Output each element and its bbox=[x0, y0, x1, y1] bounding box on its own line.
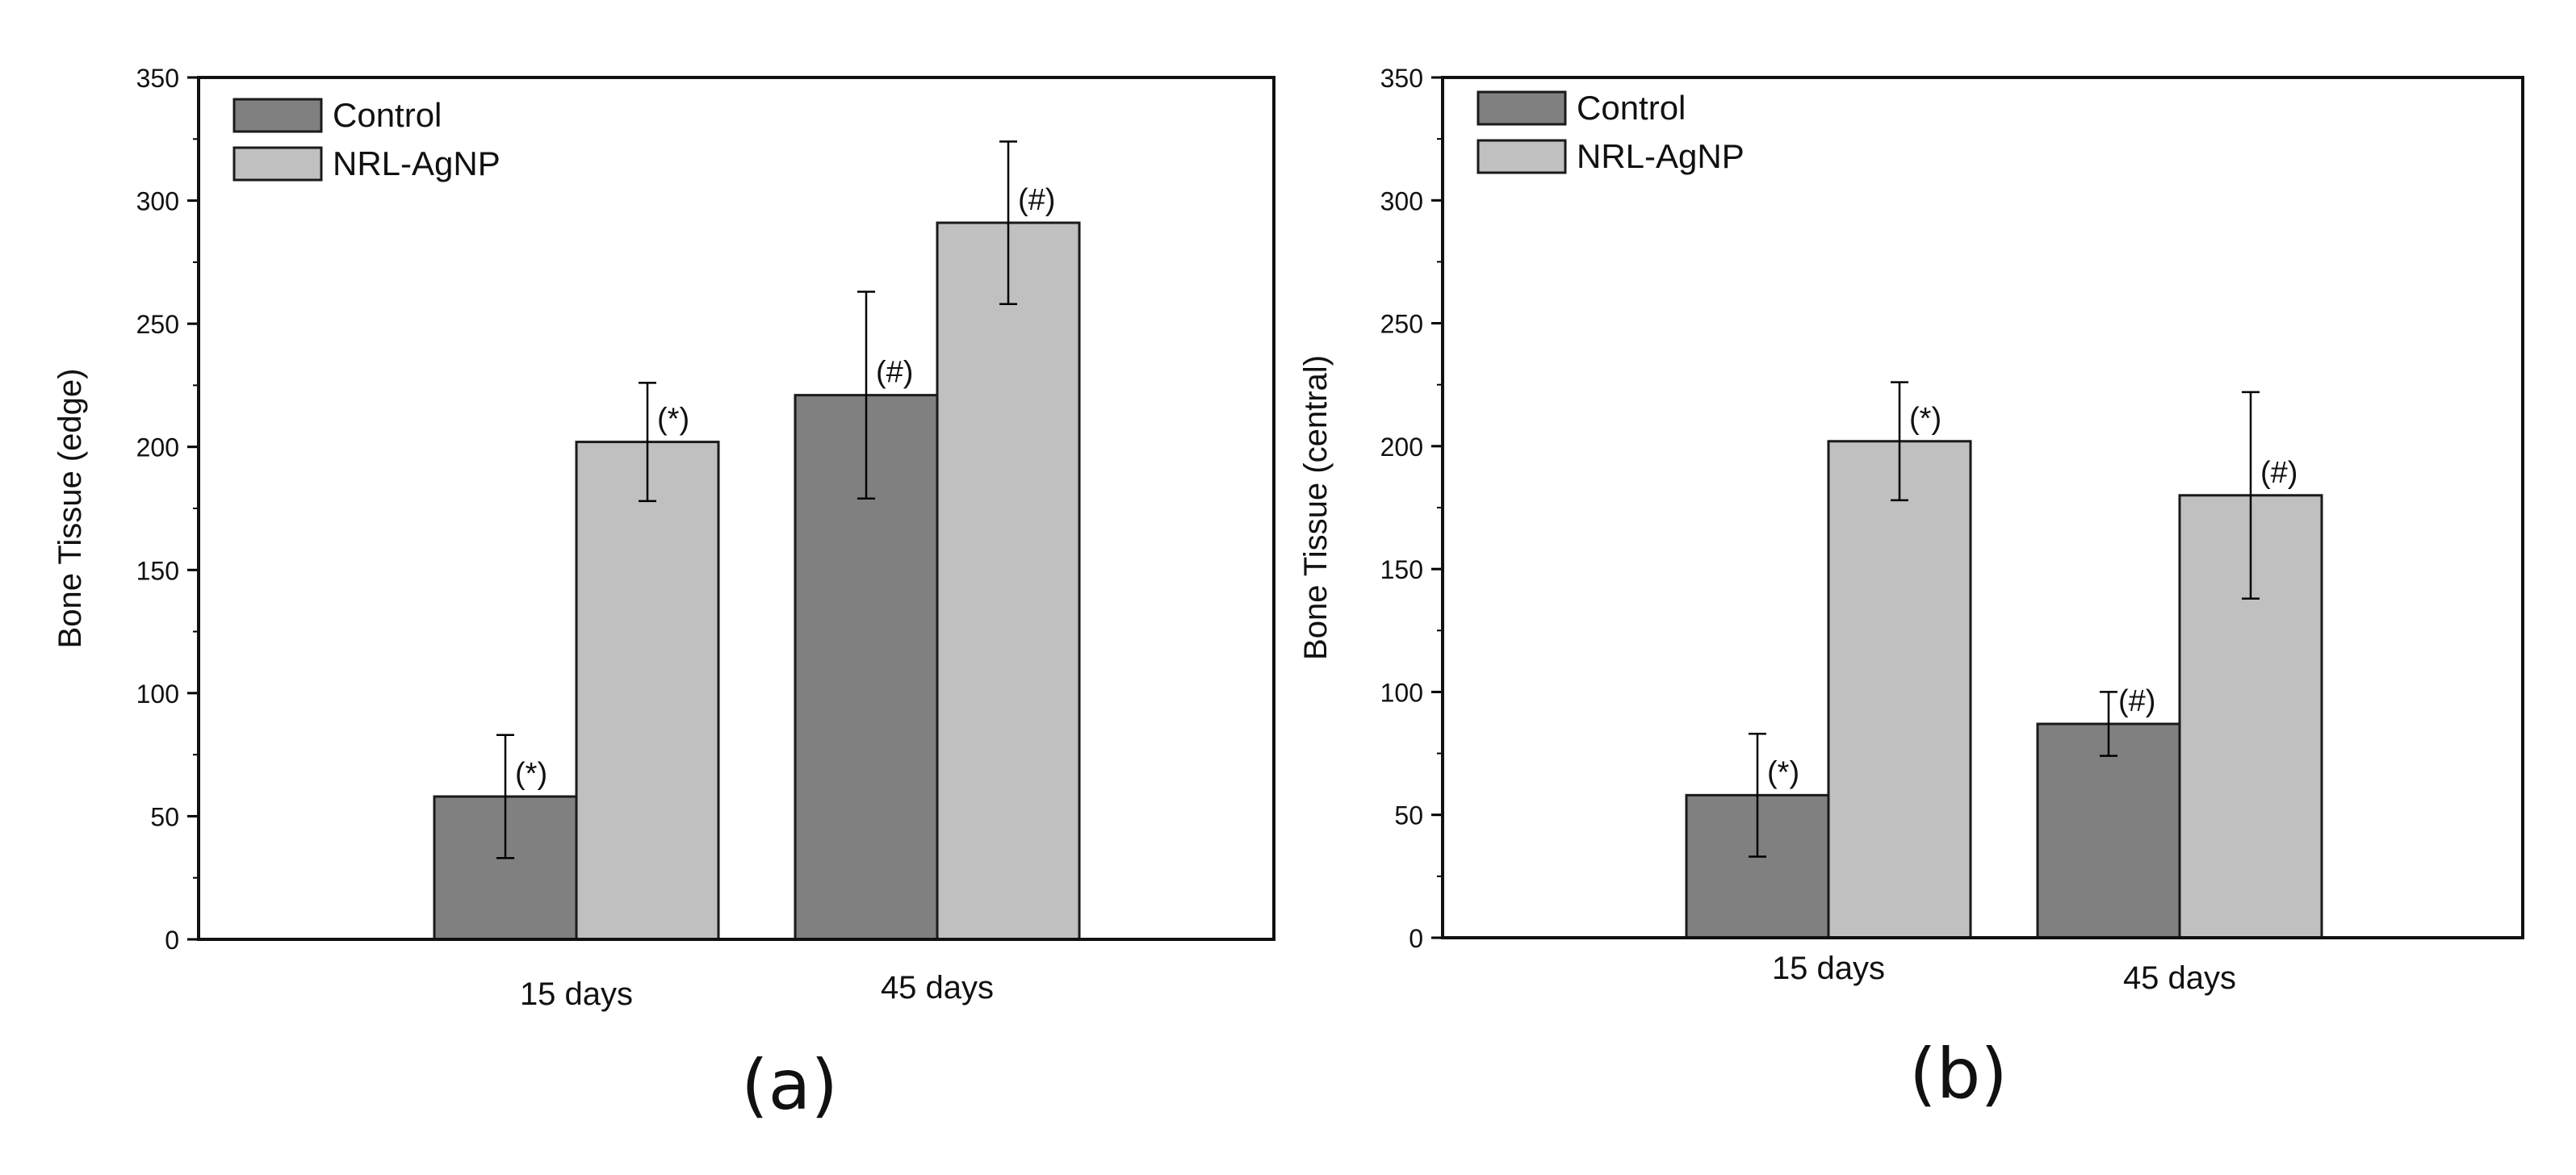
chart-panel-b: 0 50 100 150 200 250 300 350 (*) (*) 15 days (#) (#)… bbox=[1298, 64, 2524, 1114]
bar-annotation: (*) bbox=[1909, 402, 1941, 436]
x-category-label: 15 days bbox=[520, 976, 633, 1012]
y-tick-label: 0 bbox=[1409, 924, 1423, 953]
plot-frame bbox=[1441, 76, 2524, 939]
bar-annotation: (*) bbox=[657, 403, 689, 437]
y-axis-label: Bone Tissue (edge) bbox=[52, 369, 88, 649]
legend-label: NRL-AgNP bbox=[1577, 137, 1745, 175]
y-tick-label: 300 bbox=[136, 187, 179, 216]
y-tick-label: 50 bbox=[1394, 801, 1423, 830]
legend-swatch-control bbox=[232, 98, 323, 133]
legend-swatch-nrl-agnp bbox=[232, 146, 323, 182]
bar-nrl-agnp-0 bbox=[1827, 440, 1972, 939]
legend-label: Control bbox=[1577, 89, 1686, 127]
y-tick-label: 200 bbox=[1380, 433, 1423, 462]
y-tick-label: 100 bbox=[136, 679, 179, 709]
y-tick-label: 100 bbox=[1380, 678, 1423, 707]
y-axis-label: Bone Tissue (central) bbox=[1298, 355, 1334, 660]
bar-nrl-agnp-1 bbox=[936, 221, 1081, 941]
legend-label: Control bbox=[333, 96, 442, 134]
bar-annotation: (#) bbox=[2118, 684, 2155, 718]
x-category-label: 45 days bbox=[881, 970, 994, 1006]
legend-label: NRL-AgNP bbox=[333, 144, 501, 182]
y-tick-label: 300 bbox=[1380, 186, 1423, 215]
x-category-label: 15 days bbox=[1772, 951, 1885, 986]
panel-label: (b) bbox=[1909, 1034, 2008, 1114]
bar-annotation: (*) bbox=[515, 757, 547, 791]
plot-frame bbox=[197, 76, 1275, 941]
legend-swatch-control bbox=[1476, 90, 1567, 126]
y-tick-label: 150 bbox=[136, 556, 179, 585]
y-tick-label: 250 bbox=[1380, 310, 1423, 339]
y-tick-label: 50 bbox=[150, 802, 179, 831]
y-tick-label: 0 bbox=[165, 926, 179, 955]
y-tick-label: 350 bbox=[1380, 64, 1423, 93]
bar-annotation: (#) bbox=[2260, 456, 2297, 490]
panel-label: (a) bbox=[741, 1045, 838, 1126]
bar-annotation: (#) bbox=[876, 356, 913, 390]
chart-panel-a: 0 50 100 150 200 250 300 350 (*) (*) 15 days (#) (#)… bbox=[52, 64, 1275, 1126]
y-tick-label: 150 bbox=[1380, 555, 1423, 584]
y-tick-label: 250 bbox=[136, 310, 179, 339]
y-tick-label: 200 bbox=[136, 433, 179, 462]
y-tick-label: 350 bbox=[136, 64, 179, 93]
bar-annotation: (*) bbox=[1767, 755, 1799, 789]
x-category-label: 45 days bbox=[2123, 960, 2236, 996]
bar-annotation: (#) bbox=[1018, 183, 1055, 217]
bar-nrl-agnp-0 bbox=[575, 441, 720, 941]
legend-swatch-nrl-agnp bbox=[1476, 139, 1567, 174]
